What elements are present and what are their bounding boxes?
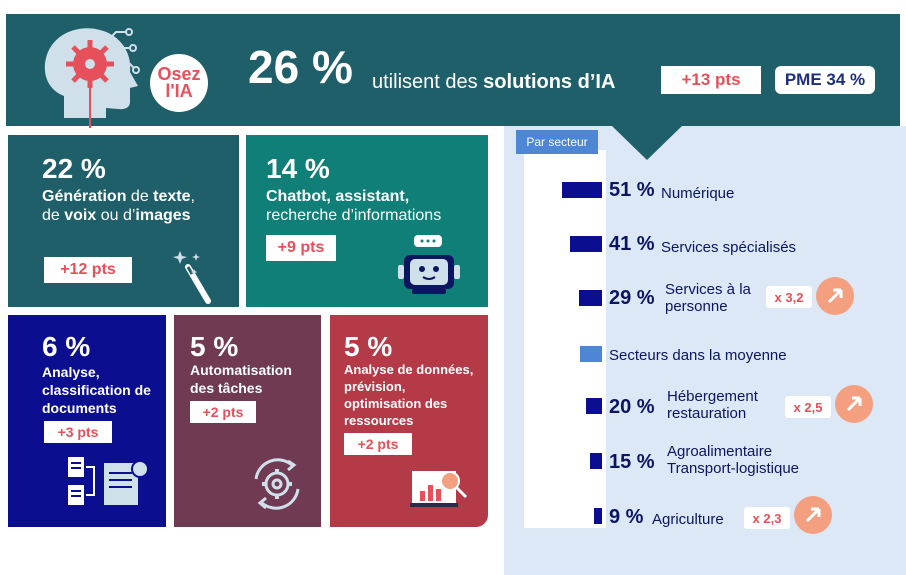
sector-label: Agriculture bbox=[652, 511, 724, 528]
headline-percent: 26 % bbox=[248, 41, 353, 93]
sector-label: Hébergement restauration bbox=[667, 388, 758, 422]
magic-wand-icon bbox=[173, 251, 211, 304]
logo-text-line1: Osez bbox=[157, 64, 201, 84]
sector-label-line1: Hébergement bbox=[667, 388, 758, 405]
multiplier-badge: x 3,2 bbox=[766, 286, 812, 308]
tile-percent: 5 % bbox=[190, 331, 239, 362]
sector-percent: 15 % bbox=[609, 451, 655, 473]
sector-bar bbox=[562, 182, 602, 198]
headline-delta-badge: +13 pts bbox=[661, 66, 761, 94]
desc-normal: , de bbox=[42, 188, 195, 224]
tile-description: Chatbot, assistant, recherche d’informati… bbox=[266, 187, 481, 225]
tile-description: Génération de texte, de voix ou d’images bbox=[42, 187, 212, 225]
multiplier-badge: x 2,3 bbox=[744, 507, 790, 529]
headline-bold: solutions d’IA bbox=[483, 71, 616, 93]
headline-prefix: utilisent des bbox=[372, 71, 484, 93]
tile-description: Analyse, classification de documents bbox=[42, 364, 151, 416]
sector-percent: 9 % bbox=[609, 506, 644, 528]
desc-normal: de bbox=[126, 188, 154, 205]
tile-percent: 14 % bbox=[266, 153, 330, 184]
sector-label: Services à la personne bbox=[665, 281, 751, 315]
average-bar bbox=[580, 346, 602, 362]
tile-generation: 22 % Génération de texte, de voix ou d’i… bbox=[8, 135, 239, 307]
tile-percent: 5 % bbox=[344, 331, 393, 362]
sector-bar bbox=[594, 508, 602, 524]
chart-analysis-icon bbox=[410, 471, 468, 507]
desc-bold: voix bbox=[64, 207, 97, 224]
sector-label: Agroalimentaire Transport-logistique bbox=[667, 443, 799, 477]
tile-chatbot: 14 % Chatbot, assistant, recherche d’info… bbox=[246, 135, 488, 307]
tile-description: Automatisation des tâches bbox=[190, 362, 292, 396]
tile-delta-badge: +2 pts bbox=[190, 401, 256, 423]
sector-label: Services spécialisés bbox=[661, 239, 797, 256]
documents-icon bbox=[68, 457, 149, 505]
sector-label-line1: Agroalimentaire bbox=[667, 443, 773, 460]
desc-bold: Chatbot, assistant, bbox=[266, 188, 410, 205]
sector-bar bbox=[590, 453, 602, 469]
arrow-up-icon bbox=[794, 496, 832, 534]
osez-ia-logo: Osez l'IA bbox=[150, 54, 208, 112]
headline-text: utilisent des solutions d’IA bbox=[372, 70, 615, 94]
tile-description: Analyse de données, prévision, optimisat… bbox=[344, 362, 474, 428]
sector-percent: 29 % bbox=[609, 287, 655, 309]
desc-bold: Génération bbox=[42, 188, 127, 205]
sector-label-line2: restauration bbox=[667, 405, 747, 422]
sector-percent: 41 % bbox=[609, 233, 655, 255]
arrow-up-icon bbox=[835, 385, 873, 423]
tile-delta-badge: +12 pts bbox=[44, 257, 132, 283]
multiplier-badge: x 2,5 bbox=[785, 396, 831, 418]
arrow-up-icon bbox=[816, 277, 854, 315]
sector-label-line1: Services à la bbox=[665, 281, 751, 298]
tile-delta-badge: +9 pts bbox=[266, 235, 336, 261]
tile-data-analysis: 5 % Analyse de données, prévision, optim… bbox=[330, 315, 488, 527]
sector-bar bbox=[579, 290, 602, 306]
desc-normal: ou d’ bbox=[96, 207, 136, 224]
sector-label: Secteurs dans la moyenne bbox=[609, 347, 787, 364]
tile-document-analysis: 6 % Analyse, classification de documents… bbox=[8, 315, 166, 527]
robot-icon bbox=[398, 235, 460, 294]
tile-automation: 5 % Automatisation des tâches +2 pts bbox=[174, 315, 321, 527]
sector-label-line2: personne bbox=[665, 298, 728, 315]
ai-head-icon bbox=[44, 28, 140, 128]
pme-badge: PME 34 % bbox=[775, 66, 875, 94]
desc-normal: recherche d’informations bbox=[266, 207, 442, 224]
sector-tab: Par secteur bbox=[516, 130, 598, 154]
tile-delta-badge: +2 pts bbox=[344, 433, 412, 455]
logo-text-line2: l'IA bbox=[165, 81, 193, 101]
gear-cycle-icon bbox=[254, 458, 300, 510]
sector-bar bbox=[570, 236, 602, 252]
sector-bar-column bbox=[524, 150, 606, 528]
panel-pointer bbox=[612, 126, 682, 160]
sector-label: Numérique bbox=[661, 185, 735, 202]
tile-delta-badge: +3 pts bbox=[44, 421, 112, 443]
sector-bar bbox=[586, 398, 602, 414]
tile-percent: 6 % bbox=[42, 331, 91, 362]
desc-bold: texte bbox=[153, 188, 191, 205]
tile-percent: 22 % bbox=[42, 153, 106, 184]
desc-bold: images bbox=[135, 207, 191, 224]
sector-label-line2: Transport-logistique bbox=[667, 460, 800, 477]
sector-percent: 20 % bbox=[609, 396, 655, 418]
sector-percent: 51 % bbox=[609, 179, 655, 201]
